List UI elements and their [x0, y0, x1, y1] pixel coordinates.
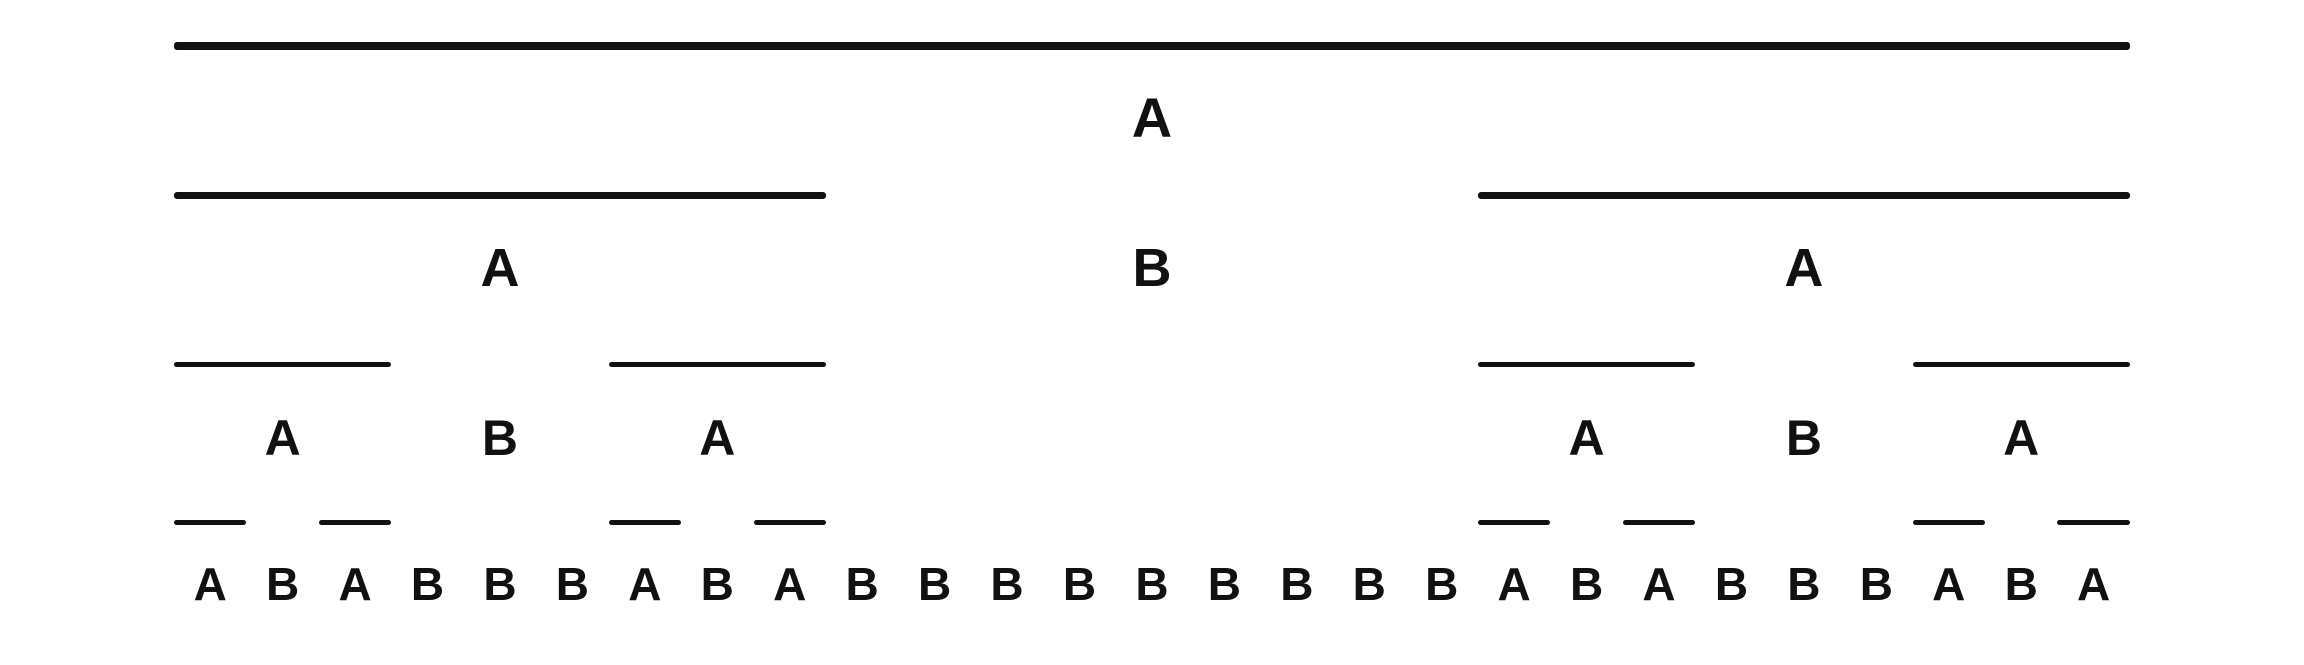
node-label: B	[482, 413, 518, 463]
node-label: B	[1786, 413, 1822, 463]
node-label: A	[338, 561, 371, 607]
node-label: A	[1784, 241, 1823, 295]
node-label: B	[990, 561, 1023, 607]
cantor-aba-diagram: AABAABAABAABABBBABABBBBBBBBBABABBBABA	[0, 0, 2304, 665]
node-label: A	[194, 561, 227, 607]
interval-bar	[174, 42, 2130, 50]
node-label: A	[699, 413, 735, 463]
interval-bar	[1478, 192, 2130, 199]
node-label: B	[1132, 241, 1171, 295]
interval-bar	[609, 520, 681, 525]
node-label: A	[2077, 561, 2110, 607]
node-label: A	[1132, 90, 1172, 146]
node-label: B	[918, 561, 951, 607]
node-label: B	[1208, 561, 1241, 607]
node-label: A	[1932, 561, 1965, 607]
node-label: B	[846, 561, 879, 607]
interval-bar	[2057, 520, 2129, 525]
node-label: A	[1498, 561, 1531, 607]
node-label: B	[1860, 561, 1893, 607]
interval-bar	[174, 520, 246, 525]
node-label: B	[1135, 561, 1168, 607]
node-label: B	[2005, 561, 2038, 607]
node-label: A	[1642, 561, 1675, 607]
interval-bar	[1913, 362, 2130, 367]
node-label: A	[628, 561, 661, 607]
interval-bar	[174, 362, 391, 367]
interval-bar	[754, 520, 826, 525]
node-label: A	[1569, 413, 1605, 463]
interval-bar	[609, 362, 826, 367]
node-label: B	[411, 561, 444, 607]
node-label: A	[2003, 413, 2039, 463]
node-label: B	[1425, 561, 1458, 607]
node-label: B	[701, 561, 734, 607]
node-label: B	[266, 561, 299, 607]
node-label: B	[1280, 561, 1313, 607]
interval-bar	[1478, 520, 1550, 525]
node-label: B	[483, 561, 516, 607]
interval-bar	[1623, 520, 1695, 525]
node-label: B	[1715, 561, 1748, 607]
interval-bar	[319, 520, 391, 525]
interval-bar	[1913, 520, 1985, 525]
node-label: B	[556, 561, 589, 607]
node-label: B	[1570, 561, 1603, 607]
node-label: B	[1063, 561, 1096, 607]
node-label: A	[480, 241, 519, 295]
interval-bar	[174, 192, 826, 199]
interval-bar	[1478, 362, 1695, 367]
node-label: B	[1353, 561, 1386, 607]
node-label: A	[773, 561, 806, 607]
node-label: B	[1787, 561, 1820, 607]
node-label: A	[265, 413, 301, 463]
